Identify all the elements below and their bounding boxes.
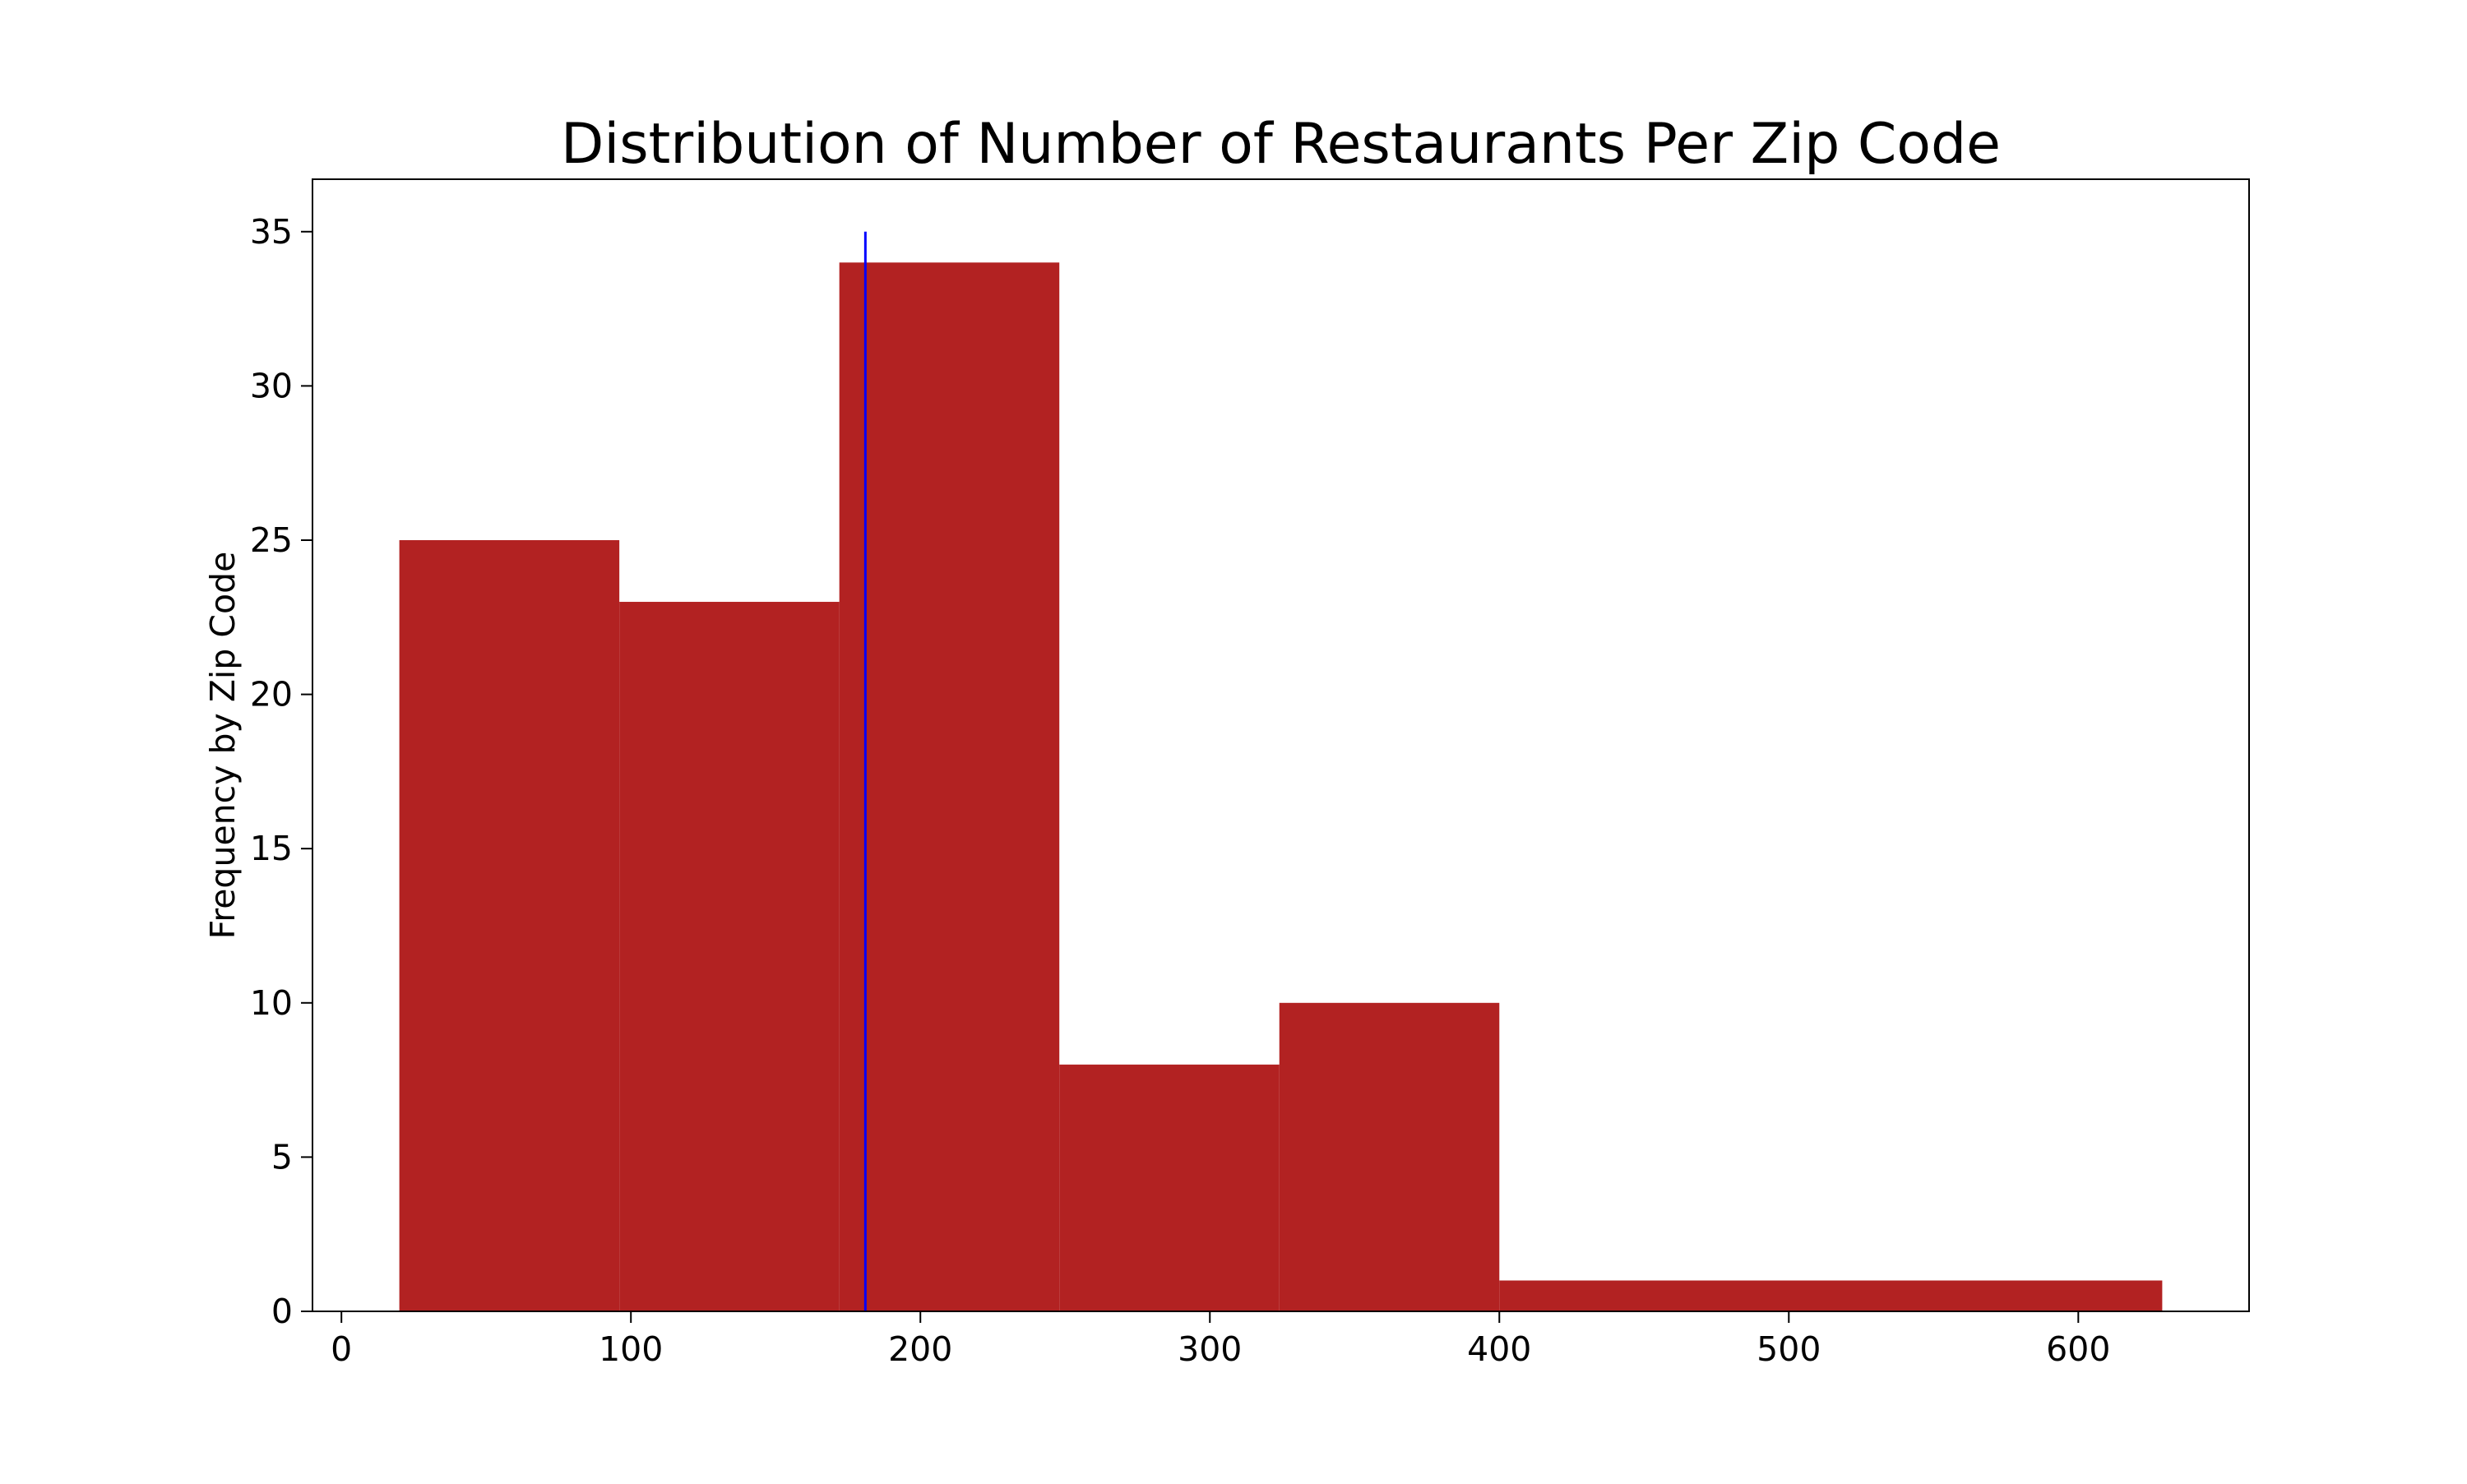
bars-layer (399, 262, 2163, 1311)
y-tick-label: 5 (271, 1137, 293, 1177)
x-tick-label: 600 (2046, 1329, 2110, 1369)
y-ticks-layer: 0 5 10 15 20 25 30 35 (250, 212, 312, 1331)
y-tick-label: 20 (250, 675, 293, 714)
x-ticks-layer: 0 100 200 300 400 500 600 (331, 1311, 2110, 1369)
x-tick-label: 400 (1467, 1329, 1531, 1369)
x-tick-label: 100 (599, 1329, 663, 1369)
y-tick-label: 25 (250, 520, 293, 560)
x-tick-label: 500 (1757, 1329, 1821, 1369)
y-tick-label: 10 (250, 983, 293, 1023)
y-tick-label: 15 (250, 829, 293, 868)
chart-title: Distribution of Number of Restaurants Pe… (561, 112, 2001, 177)
x-tick-label: 0 (331, 1329, 352, 1369)
x-tick-label: 300 (1178, 1329, 1242, 1369)
y-tick-label: 30 (250, 366, 293, 405)
axes-frame (312, 178, 2250, 1312)
y-tick-label: 0 (271, 1292, 293, 1331)
y-axis-label: Frequency by Zip Code (203, 552, 243, 940)
histogram-bar-6 (1499, 1280, 2163, 1311)
histogram-bar-2 (619, 602, 840, 1311)
histogram-bar-3 (839, 262, 1060, 1311)
y-tick-label: 35 (250, 212, 293, 252)
histogram-bar-5 (1279, 1002, 1500, 1311)
x-tick-label: 200 (888, 1329, 952, 1369)
histogram-bar-1 (399, 539, 620, 1311)
histogram-bar-4 (1059, 1064, 1280, 1311)
